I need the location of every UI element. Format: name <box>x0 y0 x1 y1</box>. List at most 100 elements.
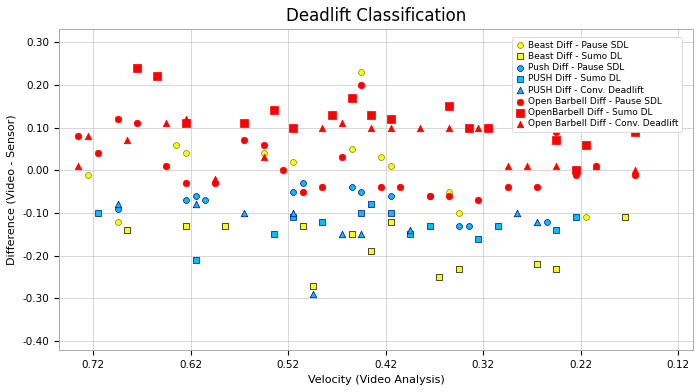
Open Barbell Diff - Pause SDL <box>209 180 220 186</box>
Open Barbell Diff - Pause SDL <box>531 184 542 191</box>
Beast Diff - Sumo DL <box>180 223 191 229</box>
PUSH Diff - Sumo DL <box>317 218 328 225</box>
Beast Diff - Sumo DL <box>620 214 631 220</box>
PUSH Diff - Conv. Deadlift <box>239 210 250 216</box>
Beast Diff - Sumo DL <box>298 223 309 229</box>
PUSH Diff - Sumo DL <box>405 231 416 238</box>
PUSH Diff - Sumo DL <box>268 231 279 238</box>
Open Barbell Diff - Pause SDL <box>356 82 367 88</box>
PUSH Diff - Conv. Deadlift <box>356 231 367 238</box>
Open Barbell Diff - Conv. Deadlift <box>209 176 220 182</box>
OpenBarbell Diff - Sumo DL <box>570 167 582 173</box>
Open Barbell Diff - Pause SDL <box>258 142 270 148</box>
Push Diff - Pause SDL <box>454 223 465 229</box>
Legend: Beast Diff - Pause SDL, Beast Diff - Sumo DL, Push Diff - Pause SDL, PUSH Diff -: Beast Diff - Pause SDL, Beast Diff - Sum… <box>512 37 682 132</box>
PUSH Diff - Conv. Deadlift <box>307 291 318 298</box>
Beast Diff - Pause SDL <box>454 210 465 216</box>
PUSH Diff - Conv. Deadlift <box>512 210 523 216</box>
Beast Diff - Sumo DL <box>346 231 357 238</box>
Beast Diff - Sumo DL <box>454 265 465 272</box>
Open Barbell Diff - Conv. Deadlift <box>161 120 172 127</box>
OpenBarbell Diff - Sumo DL <box>629 129 640 135</box>
PUSH Diff - Sumo DL <box>356 210 367 216</box>
Open Barbell Diff - Conv. Deadlift <box>122 137 133 143</box>
Push Diff - Pause SDL <box>463 223 475 229</box>
OpenBarbell Diff - Sumo DL <box>365 112 377 118</box>
PUSH Diff - Sumo DL <box>190 257 201 263</box>
Beast Diff - Sumo DL <box>385 218 396 225</box>
Beast Diff - Sumo DL <box>307 283 318 289</box>
Y-axis label: Difference (Video - Sensor): Difference (Video - Sensor) <box>7 114 17 265</box>
Open Barbell Diff - Conv. Deadlift <box>629 167 640 173</box>
Beast Diff - Pause SDL <box>258 150 270 156</box>
Beast Diff - Sumo DL <box>365 249 377 255</box>
Beast Diff - Sumo DL <box>531 261 542 267</box>
Push Diff - Pause SDL <box>346 184 357 191</box>
Beast Diff - Sumo DL <box>122 227 133 233</box>
Push Diff - Pause SDL <box>424 193 435 199</box>
Open Barbell Diff - Conv. Deadlift <box>180 116 191 122</box>
Open Barbell Diff - Pause SDL <box>551 129 562 135</box>
Beast Diff - Sumo DL <box>551 265 562 272</box>
PUSH Diff - Conv. Deadlift <box>112 201 123 208</box>
Open Barbell Diff - Pause SDL <box>132 120 143 127</box>
Open Barbell Diff - Pause SDL <box>375 184 386 191</box>
PUSH Diff - Sumo DL <box>92 210 104 216</box>
OpenBarbell Diff - Sumo DL <box>551 137 562 143</box>
Beast Diff - Pause SDL <box>170 142 181 148</box>
Open Barbell Diff - Pause SDL <box>590 163 601 169</box>
Open Barbell Diff - Conv. Deadlift <box>590 163 601 169</box>
Open Barbell Diff - Pause SDL <box>473 197 484 203</box>
OpenBarbell Diff - Sumo DL <box>180 120 191 127</box>
Open Barbell Diff - Conv. Deadlift <box>83 133 94 139</box>
Beast Diff - Pause SDL <box>356 69 367 75</box>
OpenBarbell Diff - Sumo DL <box>463 124 475 131</box>
PUSH Diff - Conv. Deadlift <box>336 231 347 238</box>
PUSH Diff - Sumo DL <box>473 236 484 242</box>
PUSH Diff - Sumo DL <box>385 210 396 216</box>
Open Barbell Diff - Conv. Deadlift <box>414 124 426 131</box>
Beast Diff - Sumo DL <box>434 274 445 280</box>
Push Diff - Pause SDL <box>112 206 123 212</box>
X-axis label: Velocity (Video Analysis): Velocity (Video Analysis) <box>307 375 444 385</box>
Open Barbell Diff - Conv. Deadlift <box>473 124 484 131</box>
Open Barbell Diff - Conv. Deadlift <box>522 163 533 169</box>
PUSH Diff - Conv. Deadlift <box>288 210 299 216</box>
Beast Diff - Pause SDL <box>346 146 357 152</box>
Open Barbell Diff - Pause SDL <box>395 184 406 191</box>
Open Barbell Diff - Conv. Deadlift <box>385 124 396 131</box>
Push Diff - Pause SDL <box>199 197 211 203</box>
Open Barbell Diff - Pause SDL <box>180 180 191 186</box>
OpenBarbell Diff - Sumo DL <box>288 124 299 131</box>
Beast Diff - Pause SDL <box>180 150 191 156</box>
Beast Diff - Pause SDL <box>83 171 94 178</box>
Title: Deadlift Classification: Deadlift Classification <box>286 7 466 25</box>
Push Diff - Pause SDL <box>356 189 367 195</box>
Push Diff - Pause SDL <box>298 180 309 186</box>
OpenBarbell Diff - Sumo DL <box>268 107 279 114</box>
Open Barbell Diff - Pause SDL <box>570 171 582 178</box>
Open Barbell Diff - Pause SDL <box>92 150 104 156</box>
OpenBarbell Diff - Sumo DL <box>580 142 592 148</box>
Push Diff - Pause SDL <box>541 218 552 225</box>
Open Barbell Diff - Conv. Deadlift <box>73 163 84 169</box>
PUSH Diff - Conv. Deadlift <box>405 227 416 233</box>
OpenBarbell Diff - Sumo DL <box>132 65 143 71</box>
Open Barbell Diff - Pause SDL <box>502 184 513 191</box>
Open Barbell Diff - Conv. Deadlift <box>502 163 513 169</box>
Open Barbell Diff - Conv. Deadlift <box>444 124 455 131</box>
Beast Diff - Pause SDL <box>561 112 572 118</box>
Open Barbell Diff - Pause SDL <box>298 189 309 195</box>
Open Barbell Diff - Conv. Deadlift <box>551 163 562 169</box>
OpenBarbell Diff - Sumo DL <box>444 103 455 109</box>
Push Diff - Pause SDL <box>180 197 191 203</box>
Open Barbell Diff - Pause SDL <box>161 163 172 169</box>
Open Barbell Diff - Pause SDL <box>444 193 455 199</box>
PUSH Diff - Sumo DL <box>288 214 299 220</box>
Open Barbell Diff - Pause SDL <box>239 137 250 143</box>
OpenBarbell Diff - Sumo DL <box>346 94 357 101</box>
OpenBarbell Diff - Sumo DL <box>239 120 250 127</box>
OpenBarbell Diff - Sumo DL <box>482 124 493 131</box>
Open Barbell Diff - Pause SDL <box>112 116 123 122</box>
Beast Diff - Pause SDL <box>112 218 123 225</box>
